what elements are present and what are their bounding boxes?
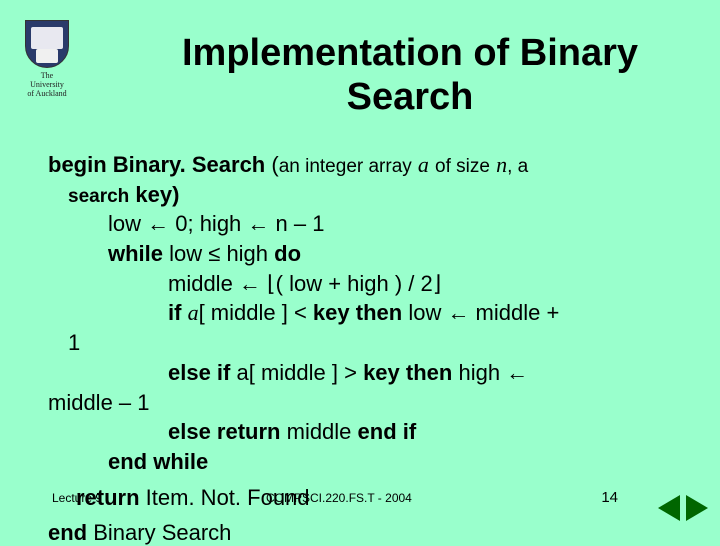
- param-desc: an integer array: [279, 156, 412, 177]
- next-slide-icon[interactable]: [686, 495, 708, 521]
- line-mid-m1: middle – 1: [48, 388, 688, 418]
- slide-title: Implementation of Binary Search: [140, 32, 680, 119]
- var-n: n: [496, 152, 507, 177]
- line-while: while low ≤ high do: [48, 239, 688, 269]
- line-endwhile: end while: [48, 447, 688, 477]
- var-a: a: [418, 152, 429, 177]
- course-code: COMPSCI.220.FS.T - 2004: [266, 491, 412, 505]
- line-else-return: else return middle end if: [48, 417, 688, 447]
- line-middle: middle ← ⌊( low + high ) / 2⌋: [48, 269, 688, 299]
- crest-icon: [25, 20, 69, 68]
- algorithm-body: begin Binary. Search (an integer array a…: [48, 150, 688, 477]
- proc-name: Binary. Search: [113, 152, 272, 177]
- nav-arrows: [658, 495, 708, 526]
- line-elseif: else if a[ middle ] > key then high ←: [48, 358, 688, 388]
- lecture-number: Lecture 9: [52, 491, 102, 505]
- line-if: if a[ middle ] < key then low ← middle +: [48, 298, 688, 328]
- page-number: 14: [601, 489, 618, 506]
- kw-begin: begin: [48, 152, 107, 177]
- university-logo: The University of Auckland: [22, 20, 72, 98]
- line-init: low ← 0; high ← n – 1: [48, 209, 688, 239]
- line-one: 1: [48, 328, 688, 358]
- prev-slide-icon[interactable]: [658, 495, 680, 521]
- logo-text: The University of Auckland: [22, 72, 72, 98]
- line-end-cut: end Binary Search: [48, 520, 231, 546]
